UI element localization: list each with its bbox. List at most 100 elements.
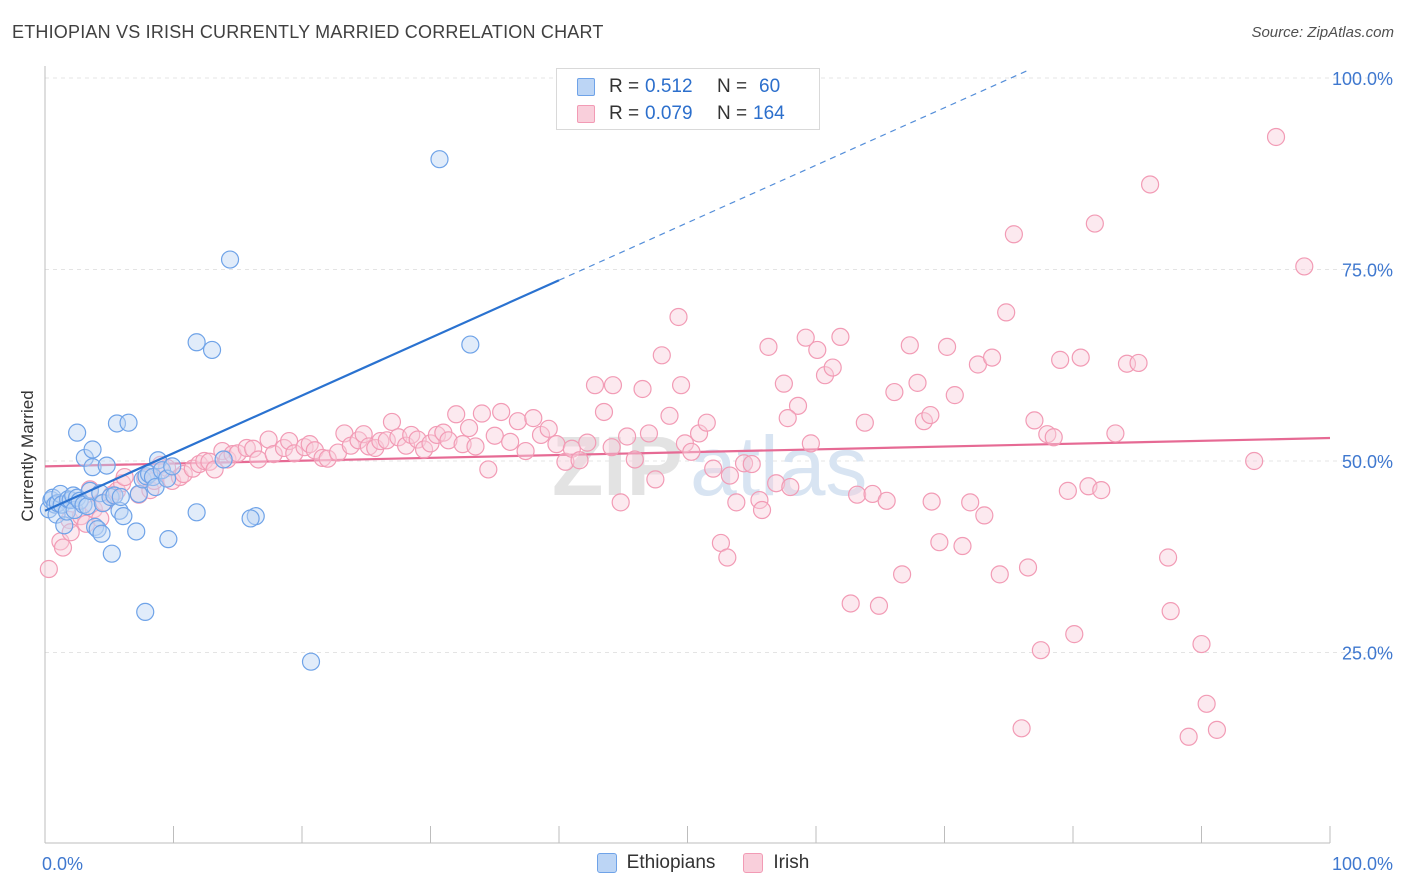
irish-point [447,405,466,424]
irish-point [516,441,535,461]
y-tick-label: 25.0% [1342,644,1393,664]
ethiopian-point [136,602,155,622]
irish-point [485,426,504,445]
irish-point [547,435,566,454]
irish-point [734,454,754,473]
irish-point [382,412,402,432]
gridlines [45,77,1392,653]
irish-point [697,413,716,432]
legend-item-ethiopians[interactable]: Ethiopians [596,852,716,874]
irish-point [524,409,543,428]
irish-point [953,536,972,556]
irish-point [237,438,256,458]
irish-point [1106,424,1125,443]
irish-point [205,460,224,479]
irish-point [594,402,614,422]
ethiopian-point [187,503,206,522]
irish-point [922,492,941,511]
irish-point [295,438,314,457]
irish-point [652,346,671,365]
ethiopian-point [55,516,74,535]
n-label: N = [717,103,748,124]
ethiopian-point [78,497,97,516]
irish-point [459,418,479,438]
ethiopian-point [68,423,87,442]
axes [44,66,1331,844]
irish-point [602,438,621,457]
irish-point [501,432,520,451]
legend-label-ethiopians: Ethiopians [626,852,716,873]
ethiopian-point [430,150,449,169]
irish-point [1158,548,1178,567]
irish-point [1071,348,1090,367]
r-label: R = [609,103,640,124]
irish-point [1018,558,1038,577]
source-label: Source: ZipAtlas.com [1251,24,1394,41]
irish-point [1065,625,1084,644]
irish-point [359,437,378,456]
irish-point [759,337,778,356]
irish-point [937,337,957,356]
x-tick-label: 0.0% [42,854,83,874]
irish-point [625,450,644,469]
ethiopian-point [102,544,121,563]
irish-point [1192,634,1211,654]
irish-point [990,565,1009,584]
irish-point [900,336,919,355]
irish-point [539,419,558,438]
irish-point [961,493,980,512]
irish-point [1295,257,1314,276]
x-tick-label: 100.0% [1332,854,1393,874]
irish-point [244,439,263,458]
irish-point [815,366,835,385]
irish-trend-line [44,436,1331,468]
irish-point [788,396,808,415]
irish-point [1031,641,1050,660]
ethiopian-point [187,333,206,352]
ethiopian-point [119,413,138,432]
irish-point [466,437,485,456]
ethiopians-swatch [577,78,595,96]
irish-point [720,466,740,485]
ethiopian-trend-extension [558,69,1029,281]
irish-point [671,376,691,395]
irish-point [633,379,652,399]
irish-point [774,374,793,393]
stats-row-ethiopians: R = 0.512 N = 60 [577,75,831,99]
irish-point [639,424,659,443]
ethiopian-point [241,509,260,528]
irish-point [218,450,237,469]
trend-lines [44,69,1331,468]
irish-point [39,559,58,579]
irish-point [1179,727,1198,746]
irish-point [618,427,637,446]
irish-point [1207,720,1227,739]
irish-point [377,431,396,450]
ethiopian-point [92,524,111,543]
ethiopian-point [301,652,321,671]
irish-point [727,493,746,512]
watermark-atlas: atlas [690,419,867,513]
legend-item-irish[interactable]: Irish [743,852,809,874]
irish-point [848,485,867,504]
irish-point [402,425,421,445]
r-value: 0.079 [645,103,693,124]
irish-point [472,404,491,423]
r-value: 0.512 [645,76,693,97]
irish-point [704,459,723,478]
irish-point [1129,353,1148,373]
irish-point [921,405,940,425]
irish-point [1266,127,1286,147]
irish-legend-swatch [743,853,764,873]
irish-point [718,548,737,567]
irish-point [285,444,304,463]
irish-point [585,376,605,395]
irish-point [603,376,623,395]
irish-point [682,442,701,461]
irish-point [479,460,498,479]
y-tick-label: 75.0% [1342,261,1393,281]
r-label: R = [609,76,640,97]
irish-point [1085,214,1104,233]
irish-point [823,358,842,377]
irish-point [997,303,1016,322]
